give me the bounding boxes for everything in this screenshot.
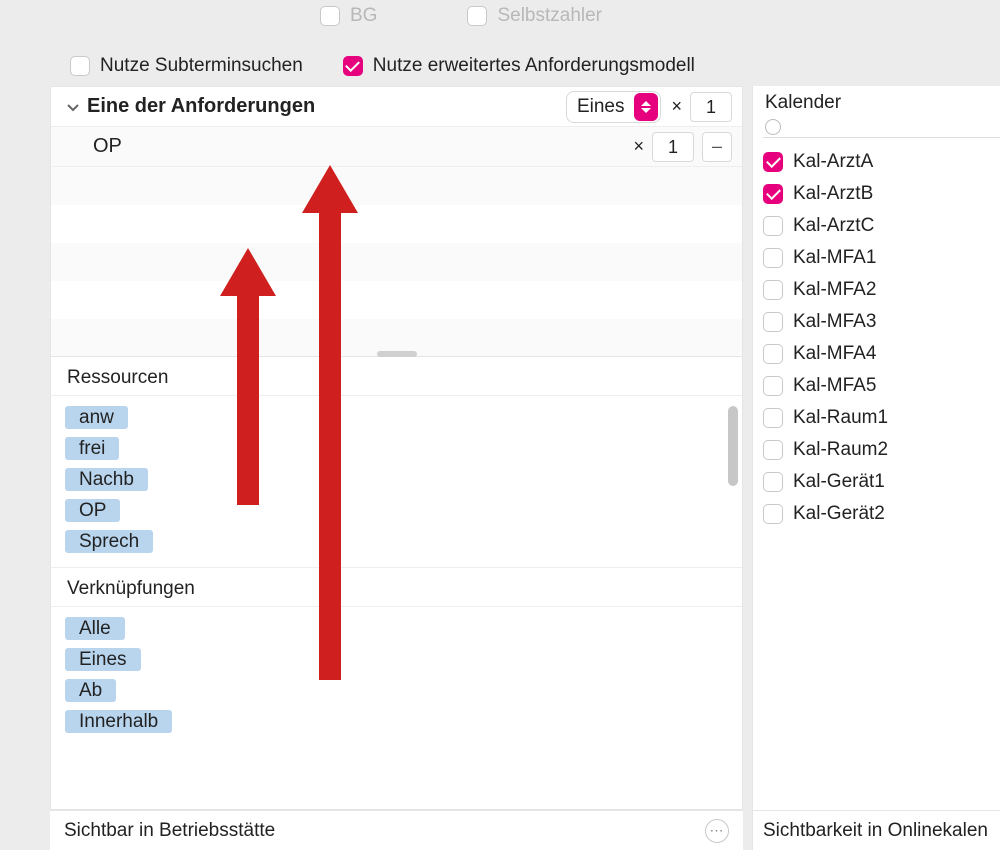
resources-header: Ressourcen (51, 357, 742, 396)
resources-list: anw frei Nachb OP Sprech (51, 396, 742, 568)
links-header: Verknüpfungen (51, 568, 742, 607)
calendar-item[interactable]: Kal-MFA1 (763, 242, 1000, 274)
disabled-options-row: BG Selbstzahler (50, 0, 1000, 32)
remove-item-button[interactable]: – (702, 132, 732, 162)
calendar-item[interactable]: Kal-MFA5 (763, 370, 1000, 402)
requirement-item-row[interactable]: OP × 1 – (51, 127, 742, 167)
requirement-item-count-input[interactable]: 1 (652, 132, 694, 162)
subtermin-label: Nutze Subterminsuchen (100, 55, 303, 77)
checkbox-icon[interactable] (763, 280, 783, 300)
link-tag[interactable]: Ab (65, 679, 116, 702)
checkbox-icon[interactable] (763, 408, 783, 428)
calendar-item[interactable]: Kal-MFA3 (763, 306, 1000, 338)
requirements-header-row: Eine der Anforderungen Eines × 1 (51, 87, 742, 127)
bottom-right-title: Sichtbarkeit in Onlinekalen (763, 820, 988, 842)
chevron-down-icon[interactable] (65, 99, 81, 115)
calendar-item-label: Kal-ArztB (793, 183, 873, 205)
options-row: Nutze Subterminsuchen Nutze erweitertes … (50, 48, 990, 84)
calendar-item-label: Kal-Raum1 (793, 407, 888, 429)
checkbox-icon[interactable] (763, 376, 783, 396)
resize-handle-icon[interactable] (377, 351, 417, 357)
main-panel: Eine der Anforderungen Eines × 1 OP × 1 … (50, 86, 743, 810)
calendar-item-label: Kal-MFA2 (793, 279, 876, 301)
label-selbstzahler: Selbstzahler (497, 5, 602, 27)
calendar-item-label: Kal-MFA5 (793, 375, 876, 397)
calendar-title: Kalender (763, 92, 1000, 116)
checkbox-icon (320, 6, 340, 26)
window-root: BG Selbstzahler Nutze Subterminsuchen Nu… (0, 0, 1000, 850)
link-tag[interactable]: Alle (65, 617, 125, 640)
calendar-item-label: Kal-Raum2 (793, 439, 888, 461)
calendar-list: Kal-ArztA Kal-ArztB Kal-ArztC Kal-MFA1 Kal-M… (763, 138, 1000, 530)
link-tag[interactable]: Eines (65, 648, 141, 671)
bottom-section-right: Sichtbarkeit in Onlinekalen (752, 810, 1000, 850)
resource-tag[interactable]: frei (65, 437, 119, 460)
calendar-item[interactable]: Kal-MFA2 (763, 274, 1000, 306)
calendar-item[interactable]: Kal-MFA4 (763, 338, 1000, 370)
calendar-item[interactable]: Kal-ArztC (763, 210, 1000, 242)
calendar-item[interactable]: Kal-ArztA (763, 146, 1000, 178)
checkbox-icon[interactable] (343, 56, 363, 76)
requirement-mode-select[interactable]: Eines (566, 91, 662, 123)
checkbox-icon[interactable] (763, 344, 783, 364)
checkbox-icon[interactable] (763, 248, 783, 268)
calendar-item-label: Kal-Gerät1 (793, 471, 885, 493)
links-list: Alle Eines Ab Innerhalb (51, 607, 742, 747)
checkbox-icon[interactable] (763, 152, 783, 172)
select-stepper-icon[interactable] (634, 93, 658, 121)
checkbox-icon[interactable] (763, 312, 783, 332)
calendar-item-label: Kal-MFA1 (793, 247, 876, 269)
calendar-item-label: Kal-ArztC (793, 215, 874, 237)
bottom-left-title: Sichtbar in Betriebsstätte (64, 820, 275, 842)
times-symbol: × (633, 136, 644, 157)
resource-tag[interactable]: Nachb (65, 468, 148, 491)
checkbox-icon[interactable] (763, 504, 783, 524)
erweitert-label: Nutze erweitertes Anforderungsmodell (373, 55, 695, 77)
calendar-item-label: Kal-ArztA (793, 151, 873, 173)
calendar-item[interactable]: Kal-Gerät1 (763, 466, 1000, 498)
calendar-filter-radio[interactable] (763, 116, 1000, 138)
resource-tag[interactable]: anw (65, 406, 128, 429)
scrollbar-thumb[interactable] (728, 406, 738, 486)
calendar-item-label: Kal-Gerät2 (793, 503, 885, 525)
bg-checkbox-disabled: BG (320, 5, 377, 27)
calendar-item[interactable]: Kal-Raum2 (763, 434, 1000, 466)
calendar-item[interactable]: Kal-Raum1 (763, 402, 1000, 434)
radio-icon[interactable] (765, 119, 781, 135)
subtermin-checkbox[interactable]: Nutze Subterminsuchen (70, 55, 303, 77)
select-value: Eines (577, 96, 625, 118)
checkbox-icon[interactable] (763, 216, 783, 236)
erweitert-checkbox[interactable]: Nutze erweitertes Anforderungsmodell (343, 55, 695, 77)
resource-tag[interactable]: Sprech (65, 530, 153, 553)
checkbox-icon (467, 6, 487, 26)
checkbox-icon[interactable] (763, 184, 783, 204)
calendar-panel: Kalender Kal-ArztAKal-ArztBKal-ArztCKal-… (752, 86, 1000, 810)
calendar-item[interactable]: Kal-ArztB (763, 178, 1000, 210)
requirement-item-name: OP (93, 135, 122, 158)
selbstzahler-checkbox-disabled: Selbstzahler (467, 5, 602, 27)
requirements-empty-rows[interactable] (51, 167, 742, 357)
more-options-button[interactable]: ⋯ (705, 819, 729, 843)
bottom-section-left: Sichtbar in Betriebsstätte ⋯ (50, 810, 743, 850)
calendar-item-label: Kal-MFA4 (793, 343, 876, 365)
checkbox-icon[interactable] (763, 440, 783, 460)
times-symbol: × (671, 96, 682, 117)
link-tag[interactable]: Innerhalb (65, 710, 172, 733)
label-bg: BG (350, 5, 377, 27)
requirements-title: Eine der Anforderungen (87, 95, 315, 118)
checkbox-icon[interactable] (70, 56, 90, 76)
calendar-item-label: Kal-MFA3 (793, 311, 876, 333)
checkbox-icon[interactable] (763, 472, 783, 492)
requirement-count-input[interactable]: 1 (690, 92, 732, 122)
resource-tag[interactable]: OP (65, 499, 120, 522)
calendar-item[interactable]: Kal-Gerät2 (763, 498, 1000, 530)
